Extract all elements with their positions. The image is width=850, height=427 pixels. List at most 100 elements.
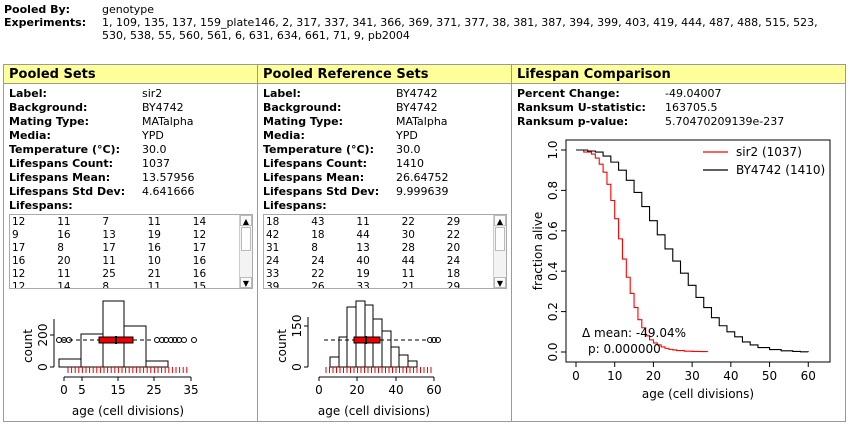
lifespans-scrollbar[interactable]: ▲ ▼ xyxy=(493,215,506,288)
lifespan-value: 20 xyxy=(446,242,461,254)
property-value: BY4742 xyxy=(142,101,184,114)
lifespan-value: 11 xyxy=(57,216,71,228)
xtick: 0 xyxy=(60,383,68,397)
scroll-thumb[interactable] xyxy=(241,227,251,251)
lifespan-value: 14 xyxy=(192,216,207,228)
lifespan-value: 44 xyxy=(401,255,415,267)
lifespan-value: 12 xyxy=(192,229,207,241)
x-tick-label: 10 xyxy=(607,369,622,383)
property-value: sir2 xyxy=(142,87,163,100)
lifespan-comparison-title: Lifespan Comparison xyxy=(512,65,845,84)
lifespan-value: 24 xyxy=(266,255,280,267)
lifespan-value: 28 xyxy=(401,242,415,254)
property-label: Lifespans Count: xyxy=(263,157,368,170)
property-value: 30.0 xyxy=(396,143,421,156)
property-label: Media: xyxy=(9,129,51,142)
pooled-reference-properties: Label: BY4742 Background: BY4742 Mating Type… xyxy=(258,84,511,213)
property-row: Lifespans Mean: 26.64752 xyxy=(258,171,511,185)
lifespan-value: 15 xyxy=(192,281,207,289)
property-label: Background: xyxy=(263,101,342,114)
scroll-down-icon[interactable]: ▼ xyxy=(240,277,252,288)
pooled-reference-lifespans-list[interactable]: 18 43 11 22 29 42 18 44 30 22 31 8 13 28 20 24 24 40 44 24 3… xyxy=(263,214,507,289)
lifespan-value: 19 xyxy=(147,229,161,241)
hist-xlabel: age (cell divisions) xyxy=(72,404,184,418)
property-value xyxy=(142,199,257,213)
property-row: Mating Type: MATalpha xyxy=(4,115,257,129)
lifespan-value: 12 xyxy=(12,268,26,280)
lifespan-value: 13 xyxy=(102,229,116,241)
scroll-thumb[interactable] xyxy=(495,227,505,251)
scroll-up-icon[interactable]: ▲ xyxy=(494,215,506,226)
pooled-sets-histogram: count 0 200 0 5 xyxy=(21,300,199,418)
lifespan-value: 11 xyxy=(147,281,161,289)
delta-mean-annotation: Δ mean: -49.04% xyxy=(582,326,686,340)
property-value: -49.04007 xyxy=(665,87,722,100)
pooled-sets-lifespans-list[interactable]: 12 11 7 11 14 9 16 13 19 12 17 8 17 16 17 16 20 11 10 16 12 1… xyxy=(9,214,253,289)
lifespan-value: 24 xyxy=(446,255,461,267)
property-value: MATalpha xyxy=(396,115,448,128)
x-tick-label: 40 xyxy=(723,369,738,383)
pooled-by-label: Pooled By: xyxy=(4,3,71,16)
lifespan-value: 20 xyxy=(57,255,71,267)
property-row: Mating Type: MATalpha xyxy=(258,115,511,129)
property-row: Percent Change: -49.04007 xyxy=(512,87,845,101)
property-label: Temperature (°C): xyxy=(9,143,120,156)
lifespan-value: 30 xyxy=(401,229,415,241)
lifespans-scrollbar[interactable]: ▲ ▼ xyxy=(239,215,252,288)
property-label: Lifespans Mean: xyxy=(263,171,365,184)
property-value: YPD xyxy=(396,129,418,142)
hist-xlabel: age (cell divisions) xyxy=(318,404,430,418)
y-tick-label: 0.0 xyxy=(546,342,560,361)
lifespan-value: 11 xyxy=(102,255,116,267)
ytick-0: 0 xyxy=(290,363,304,371)
lifespans-grid: 12 11 7 11 14 9 16 13 19 12 17 8 17 16 17 16 20 11 10 16 12 1… xyxy=(12,216,238,289)
lifespan-comparison-panel: Lifespan Comparison Percent Change: -49.0… xyxy=(511,64,846,422)
lifespan-value: 25 xyxy=(102,268,116,280)
lifespan-value: 14 xyxy=(57,281,71,289)
property-row: Label: sir2 xyxy=(4,87,257,101)
lifespan-value: 24 xyxy=(311,255,325,267)
survival-curve-chart: 0.0 0.2 0.4 0.6 0.8 1.0 0 10 20 30 40 50 60 fraction … xyxy=(531,139,831,401)
property-value: 9.999639 xyxy=(396,185,449,198)
survival-curve-1 xyxy=(576,149,809,353)
scroll-up-icon[interactable]: ▲ xyxy=(240,215,252,226)
property-row: Lifespans Std Dev: 4.641666 xyxy=(4,185,257,199)
pooled-sets-properties: Label: sir2 Background: BY4742 Mating Type: M… xyxy=(4,84,257,213)
lifespan-value: 43 xyxy=(311,216,325,228)
pooled-by-value: genotype xyxy=(102,3,155,16)
lifespan-value: 44 xyxy=(356,229,370,241)
lifespan-value: 11 xyxy=(356,216,370,228)
xtick: 35 xyxy=(183,383,198,397)
lifespan-value: 21 xyxy=(401,281,415,289)
lifespan-value: 22 xyxy=(401,216,415,228)
property-value: 1037 xyxy=(142,157,170,170)
property-value: BY4742 xyxy=(396,101,438,114)
pooled-sets-panel: Pooled Sets Label: sir2 Background: BY4742 M… xyxy=(3,64,258,422)
lifespan-value: 17 xyxy=(192,242,207,254)
property-label: Label: xyxy=(263,87,301,100)
property-label: Mating Type: xyxy=(9,115,90,128)
property-label: Temperature (°C): xyxy=(263,143,374,156)
lifespan-value: 18 xyxy=(446,268,461,280)
y-axis-label: fraction alive xyxy=(531,212,545,290)
property-row: Background: BY4742 xyxy=(258,101,511,115)
lifespan-value: 11 xyxy=(57,268,71,280)
property-value xyxy=(396,199,511,213)
ytick-200: 200 xyxy=(36,324,50,347)
legend-label: BY4742 (1410) xyxy=(736,163,825,177)
lifespan-value: 26 xyxy=(311,281,325,289)
property-row: Lifespans: xyxy=(258,199,511,213)
survival-curve-0 xyxy=(576,149,709,353)
property-row: Temperature (°C): 30.0 xyxy=(4,143,257,157)
property-row: Temperature (°C): 30.0 xyxy=(258,143,511,157)
y-tick-label: 1.0 xyxy=(546,140,560,159)
comparison-stats: Percent Change: -49.04007 Ranksum U-statis… xyxy=(512,84,845,129)
property-value: BY4742 xyxy=(396,87,438,100)
lifespan-value: 29 xyxy=(446,281,461,289)
property-row: Lifespans Count: 1410 xyxy=(258,157,511,171)
xtick: 25 xyxy=(146,383,161,397)
scroll-down-icon[interactable]: ▼ xyxy=(494,277,506,288)
lifespan-value: 8 xyxy=(311,242,318,254)
property-label: Label: xyxy=(9,87,47,100)
property-label: Lifespans Count: xyxy=(9,157,114,170)
